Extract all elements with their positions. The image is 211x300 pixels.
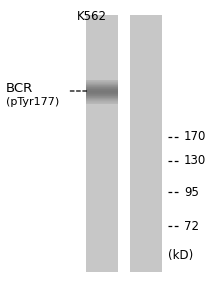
Bar [86,89,118,90]
Bar [86,85,118,86]
Text: 95: 95 [184,185,199,199]
Bar [86,80,118,81]
Bar [86,87,118,88]
Bar [86,84,118,85]
Bar [86,102,118,103]
Bar [86,100,118,101]
Bar [86,93,118,94]
Bar [86,99,118,100]
Bar [86,90,118,91]
Bar [86,100,118,101]
Bar [86,82,118,83]
Bar [86,92,118,93]
Bar [86,88,118,89]
Bar [86,82,118,83]
Text: (pTyr177): (pTyr177) [6,97,60,107]
Bar [86,97,118,98]
Bar [86,90,118,91]
Bar [86,83,118,84]
Bar [86,88,118,89]
Bar [86,91,118,92]
Text: BCR: BCR [6,82,34,94]
Text: 170: 170 [184,130,206,143]
Bar [86,95,118,96]
Bar [86,97,118,98]
Bar [86,103,118,104]
Text: K562: K562 [77,10,107,23]
Bar [86,102,118,103]
Bar [86,84,118,85]
Bar [86,95,118,96]
Bar [86,99,118,100]
Bar [130,15,162,272]
Text: (kD): (kD) [168,248,193,262]
Bar [86,86,118,87]
Bar [86,94,118,95]
Bar [86,80,118,81]
Bar [86,96,118,97]
Bar [86,92,118,93]
Bar [86,88,118,89]
Bar [86,85,118,86]
Text: 130: 130 [184,154,206,167]
Bar [86,81,118,82]
Bar [86,87,118,88]
Bar [86,82,118,83]
Bar [86,96,118,97]
Bar [86,15,118,272]
Bar [86,96,118,97]
Bar [86,83,118,84]
Bar [86,91,118,92]
Bar [86,87,118,88]
Bar [86,81,118,82]
Bar [86,98,118,99]
Text: 72: 72 [184,220,199,232]
Bar [86,98,118,99]
Bar [86,94,118,95]
Bar [86,83,118,84]
Bar [86,85,118,86]
Bar [86,101,118,102]
Bar [86,93,118,94]
Bar [86,86,118,87]
Bar [86,101,118,102]
Bar [86,89,118,90]
Bar [86,100,118,101]
Bar [86,92,118,93]
Bar [86,91,118,92]
